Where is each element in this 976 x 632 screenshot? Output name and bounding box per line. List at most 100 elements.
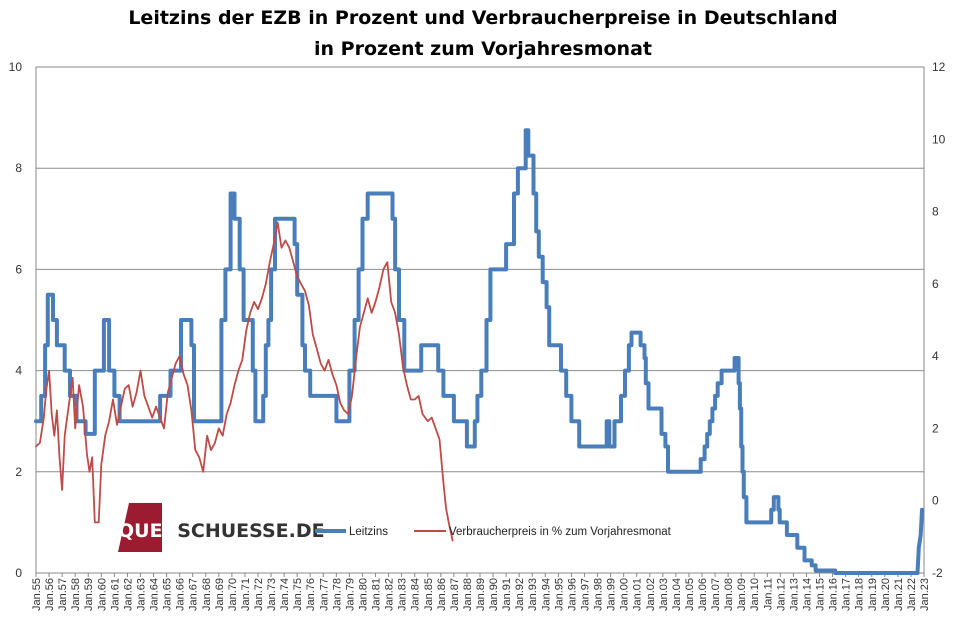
x-tick-label-34: Jan.89 (475, 578, 487, 611)
logo-badge (118, 503, 162, 552)
x-tick-label-2: Jan.57 (57, 578, 69, 611)
x-tick-label-62: Jan.17 (841, 578, 853, 611)
y-right-tick-label-2: 2 (932, 421, 939, 435)
y-left-tick-label-1: 2 (15, 465, 22, 479)
x-tick-label-23: Jan.78 (331, 578, 343, 611)
x-tick-label-64: Jan.19 (867, 578, 879, 611)
y-right-tick-label-7: 12 (932, 60, 946, 74)
x-tick-label-41: Jan.96 (566, 578, 578, 611)
y-right-tick-label-6: 10 (932, 132, 946, 146)
x-tick-label-67: Jan.22 (906, 578, 918, 611)
x-tick-label-22: Jan.77 (318, 578, 330, 611)
series-layer (34, 128, 924, 575)
x-tick-label-31: Jan.86 (436, 578, 448, 611)
x-tick-label-33: Jan.88 (462, 578, 474, 611)
series-line-verbraucherpreis (35, 221, 454, 542)
x-tick-label-21: Jan.76 (305, 578, 317, 611)
legend-label-verbraucherpreis: Verbraucherpreis in % zum Vorjahresmonat (449, 526, 672, 538)
querschuesse-logo: QUERSCHUESSE.DE (118, 503, 325, 552)
x-tick-label-10: Jan.65 (162, 578, 174, 611)
x-tick-label-30: Jan.85 (423, 578, 435, 611)
x-tick-label-48: Jan.03 (658, 578, 670, 611)
x-tick-label-54: Jan.09 (736, 578, 748, 611)
x-tick-label-1: Jan.56 (44, 578, 56, 611)
x-tick-label-13: Jan.68 (201, 578, 213, 611)
x-tick-label-28: Jan.83 (397, 578, 409, 611)
x-tick-label-11: Jan.66 (175, 578, 187, 611)
x-tick-label-53: Jan.08 (723, 578, 735, 611)
x-tick-label-19: Jan.74 (279, 578, 291, 611)
x-tick-label-3: Jan.58 (70, 578, 82, 611)
y-axis-left: 0 2 4 6 8 10 (9, 60, 23, 580)
x-tick-label-29: Jan.84 (410, 578, 422, 611)
x-tick-label-17: Jan.72 (253, 578, 265, 611)
y-left-tick-label-0: 0 (15, 566, 22, 580)
y-left-tick-label-2: 4 (15, 364, 22, 378)
x-tick-label-24: Jan.79 (344, 578, 356, 611)
x-tick-label-35: Jan.90 (488, 578, 500, 611)
x-tick-label-44: Jan.99 (606, 578, 618, 611)
x-tick-label-47: Jan.02 (645, 578, 657, 611)
x-tick-label-25: Jan.80 (357, 578, 369, 611)
x-tick-label-66: Jan.21 (893, 578, 905, 611)
y-right-tick-label-0: -2 (932, 566, 943, 580)
x-tick-label-9: Jan.64 (149, 578, 161, 611)
logo-text-part1: QUER (118, 520, 178, 542)
x-tick-label-58: Jan.13 (788, 578, 800, 611)
legend-label-leitzins: Leitzins (349, 526, 388, 538)
x-tick-label-56: Jan.11 (762, 578, 774, 610)
x-axis: Jan.55 Jan.56 Jan.57 Jan.58 Jan.59 Jan.60 Jan.… (31, 573, 931, 611)
x-tick-label-14: Jan.69 (214, 578, 226, 611)
x-tick-label-68: Jan.23 (919, 578, 931, 611)
y-left-tick-label-4: 8 (15, 161, 22, 175)
y-right-tick-label-3: 4 (932, 349, 939, 363)
x-tick-label-51: Jan.06 (697, 578, 709, 611)
x-tick-label-52: Jan.07 (710, 578, 722, 611)
y-left-tick-label-3: 6 (15, 262, 22, 276)
series-line-leitzins (34, 128, 924, 575)
x-tick-label-0: Jan.55 (31, 578, 43, 611)
x-tick-label-45: Jan.00 (619, 578, 631, 611)
x-tick-label-61: Jan.16 (828, 578, 840, 611)
y-right-tick-label-1: 0 (932, 494, 939, 508)
chart-title-line2: in Prozent zum Vorjahresmonat (314, 38, 652, 60)
chart-title-line1: Leitzins der EZB in Prozent und Verbrauc… (128, 7, 837, 29)
x-tick-label-37: Jan.92 (514, 578, 526, 611)
x-tick-label-60: Jan.15 (815, 578, 827, 611)
x-tick-label-43: Jan.98 (593, 578, 605, 611)
x-tick-label-6: Jan.61 (109, 578, 121, 611)
logo-text-part2: SCHUESSE.DE (177, 520, 324, 542)
x-tick-label-40: Jan.95 (553, 578, 565, 611)
y-right-tick-label-4: 6 (932, 277, 939, 291)
legend: Leitzins Verbraucherpreis in % zum Vorja… (315, 526, 672, 538)
x-tick-label-12: Jan.67 (188, 578, 200, 611)
x-tick-label-8: Jan.63 (135, 578, 147, 611)
x-tick-label-50: Jan.05 (684, 578, 696, 611)
svg-text:QUERSCHUESSE.DE: QUERSCHUESSE.DE (118, 520, 325, 542)
x-tick-label-42: Jan.97 (579, 578, 591, 611)
x-tick-label-65: Jan.20 (880, 578, 892, 611)
x-tick-label-39: Jan.94 (540, 578, 552, 611)
x-tick-label-20: Jan.75 (292, 578, 304, 611)
x-tick-label-49: Jan.04 (671, 578, 683, 611)
x-tick-label-27: Jan.82 (384, 578, 396, 611)
x-tick-label-55: Jan.10 (749, 578, 761, 611)
y-left-tick-label-5: 10 (9, 60, 23, 74)
x-tick-label-46: Jan.01 (632, 578, 644, 611)
x-tick-label-7: Jan.62 (122, 578, 134, 611)
x-tick-label-38: Jan.93 (527, 578, 539, 611)
x-tick-label-59: Jan.14 (801, 578, 813, 611)
x-tick-label-36: Jan.91 (501, 578, 513, 611)
x-tick-label-4: Jan.59 (83, 578, 95, 611)
x-tick-label-57: Jan.12 (775, 578, 787, 611)
x-tick-label-16: Jan.71 (240, 578, 252, 611)
x-tick-label-15: Jan.70 (227, 578, 239, 611)
x-tick-label-18: Jan.73 (266, 578, 278, 611)
x-tick-label-26: Jan.81 (371, 578, 383, 611)
x-tick-label-5: Jan.60 (96, 578, 108, 611)
y-axis-right: -2 0 2 4 6 8 10 12 (932, 60, 946, 580)
y-right-tick-label-5: 8 (932, 205, 939, 219)
x-tick-label-32: Jan.87 (449, 578, 461, 611)
